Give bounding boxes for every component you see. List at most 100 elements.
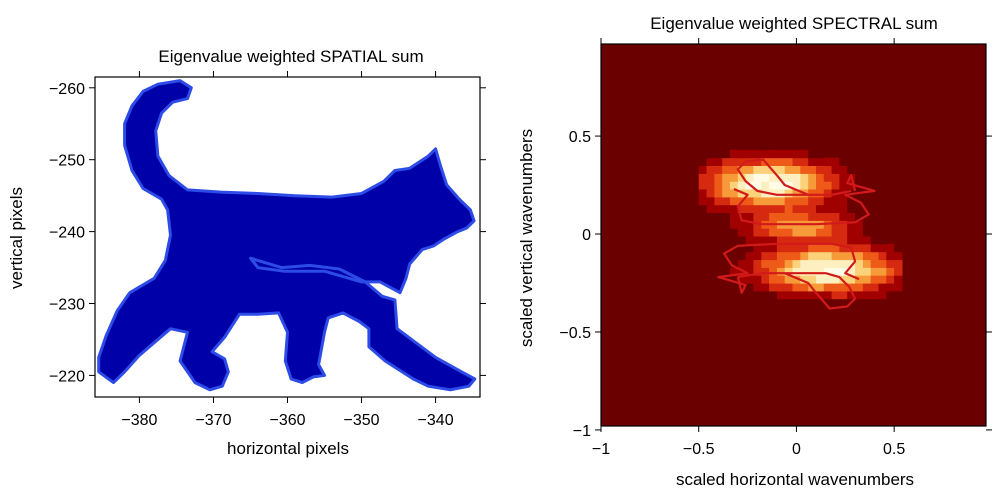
x-tick-label: −360 xyxy=(269,412,305,429)
heatmap-cell xyxy=(761,275,770,284)
heatmap-cell xyxy=(831,283,840,292)
heatmap-cell xyxy=(753,196,762,206)
heatmap-cell xyxy=(847,220,856,229)
heatmap-cell xyxy=(816,228,825,237)
y-tick-label: −240 xyxy=(49,225,85,242)
heatmap-cell xyxy=(808,157,817,166)
heatmap-cell xyxy=(737,204,747,213)
heatmap-cell xyxy=(894,267,903,276)
heatmap-cell xyxy=(722,267,731,276)
x-tick-label: 0.5 xyxy=(883,441,905,458)
heatmap-cell xyxy=(776,189,786,198)
heatmap-cell xyxy=(776,228,786,237)
spectral-panel: Eigenvalue weighted SPECTRAL sum −1 −0.5 0… xyxy=(517,14,992,489)
heatmap-cell xyxy=(745,165,754,174)
heatmap-cell xyxy=(776,290,786,300)
heatmap-cell xyxy=(753,243,762,253)
heatmap-cell xyxy=(839,259,848,268)
y-tick-label: 0 xyxy=(582,227,591,244)
heatmap-cell xyxy=(886,243,895,253)
heatmap-cell xyxy=(761,196,770,206)
heatmap-cell xyxy=(737,283,747,292)
x-tick-label: 0 xyxy=(792,441,801,458)
heatmap-cell xyxy=(855,243,864,253)
heatmap-cell xyxy=(839,283,848,292)
heatmap-cell xyxy=(792,173,801,182)
spectral-plot-area xyxy=(601,44,986,426)
heatmap-cell xyxy=(886,283,895,292)
heatmap-cell xyxy=(823,165,833,174)
heatmap-cell xyxy=(894,259,903,268)
heatmap-cell xyxy=(870,228,880,237)
heatmap-cell xyxy=(745,196,754,206)
heatmap-cell xyxy=(808,181,817,190)
heatmap-cell xyxy=(839,220,848,229)
heatmap-cell xyxy=(745,228,754,237)
heatmap-cell xyxy=(862,267,872,276)
heatmap-cell xyxy=(784,275,794,284)
heatmap-cell xyxy=(745,275,754,284)
heatmap-cell xyxy=(737,157,747,166)
heatmap-cell xyxy=(831,243,840,253)
heatmap-cell xyxy=(862,236,872,245)
heatmap-cell xyxy=(792,259,801,268)
heatmap-cell xyxy=(753,283,762,292)
heatmap-cell xyxy=(808,290,817,300)
heatmap-cell xyxy=(714,181,723,190)
heatmap-cell xyxy=(878,275,887,284)
heatmap-cell xyxy=(706,196,715,206)
heatmap-cell xyxy=(745,220,754,229)
heatmap-cell xyxy=(769,243,778,253)
heatmap-cell xyxy=(776,236,786,245)
heatmap-cell xyxy=(855,259,864,268)
heatmap-cell xyxy=(870,259,880,268)
heatmap-cell xyxy=(776,204,786,213)
heatmap-cell xyxy=(745,173,754,182)
heatmap-cell xyxy=(784,290,794,300)
heatmap-cell xyxy=(816,173,825,182)
heatmap-cell xyxy=(800,165,809,174)
heatmap-cell xyxy=(706,165,715,174)
heatmap-cell xyxy=(792,243,801,253)
heatmap-cell xyxy=(839,243,848,253)
heatmap-cell xyxy=(737,181,747,190)
heatmap-cell xyxy=(761,228,770,237)
heatmap-cell xyxy=(769,290,778,300)
heatmap-cell xyxy=(761,267,770,276)
heatmap-cell xyxy=(792,228,801,237)
heatmap-cell xyxy=(784,212,794,221)
heatmap-cell xyxy=(800,236,809,245)
heatmap-cell xyxy=(761,141,770,151)
heatmap-cell xyxy=(847,228,856,237)
y-tick-label: −250 xyxy=(49,153,85,170)
heatmap-cell xyxy=(870,283,880,292)
heatmap-cell xyxy=(847,196,856,206)
x-tick-label: −380 xyxy=(121,412,157,429)
heatmap-cell xyxy=(823,173,833,182)
heatmap-cell xyxy=(855,228,864,237)
heatmap-cell xyxy=(722,204,731,213)
heatmap-cell xyxy=(753,236,762,245)
heatmap-cell xyxy=(855,251,864,261)
heatmap-cell xyxy=(706,181,715,190)
heatmap-cell xyxy=(792,267,801,276)
heatmap-cell xyxy=(894,251,903,261)
spatial-panel: Eigenvalue weighted SPATIAL sum −380 −370… xyxy=(7,47,486,458)
heatmap-cell xyxy=(800,212,809,221)
heatmap-cell xyxy=(808,251,817,261)
heatmap-cell xyxy=(737,228,747,237)
heatmap-cell xyxy=(792,189,801,198)
heatmap-cell xyxy=(847,204,856,213)
heatmap-cell xyxy=(745,243,754,253)
heatmap-cell xyxy=(792,298,801,308)
y-tick-label: −0.5 xyxy=(559,325,591,342)
heatmap-cell xyxy=(800,173,809,182)
heatmap-cell xyxy=(831,259,840,268)
heatmap-cell xyxy=(730,251,739,261)
heatmap-cell xyxy=(855,236,864,245)
heatmap-cell xyxy=(776,181,786,190)
heatmap-cell xyxy=(831,173,840,182)
heatmap-cell xyxy=(753,228,762,237)
heatmap-cell xyxy=(886,251,895,261)
heatmap-cell xyxy=(862,228,872,237)
